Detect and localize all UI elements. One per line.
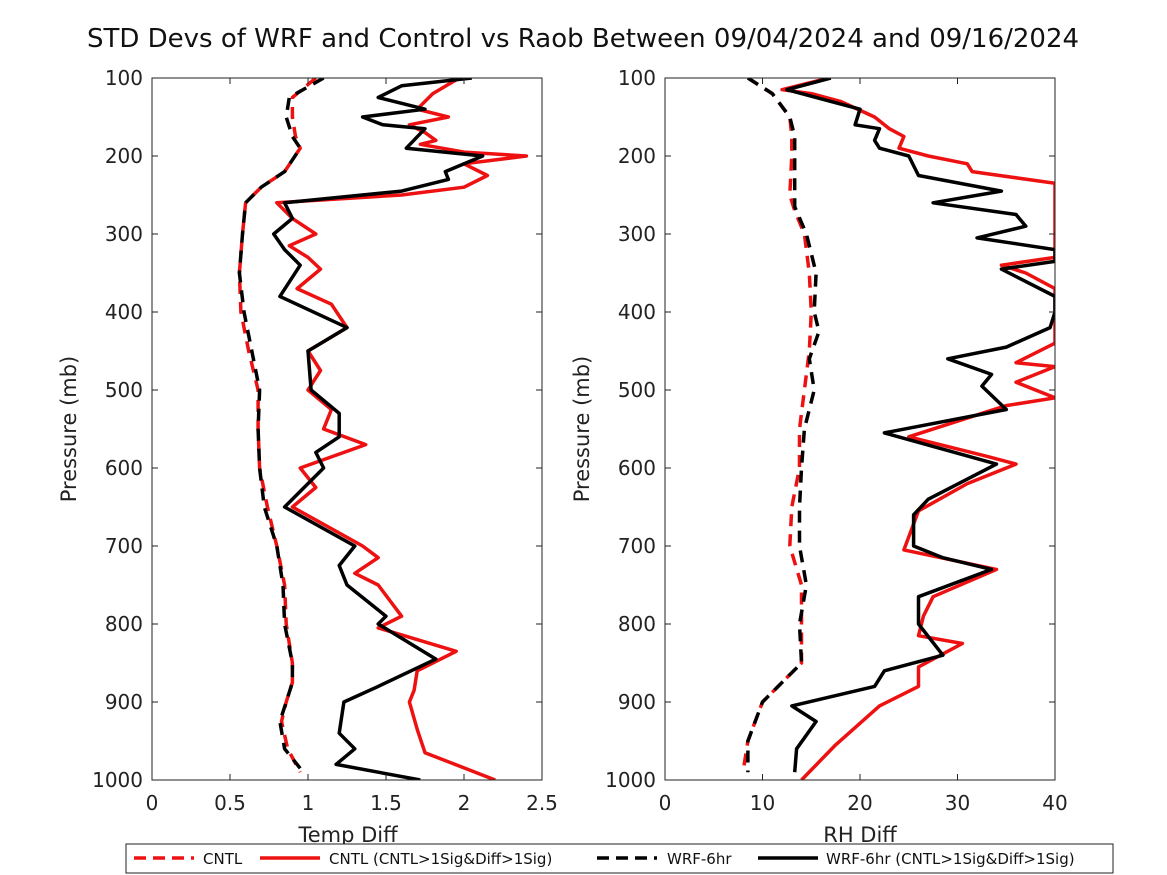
temp-diff-y-tick-label: 1000 xyxy=(92,768,143,792)
rh-diff-series-cntl xyxy=(741,78,814,773)
temp-diff-y-tick-label: 900 xyxy=(105,690,143,714)
rh-diff-y-tick-label: 1000 xyxy=(605,768,656,792)
temp-diff-y-tick-label: 500 xyxy=(105,378,143,402)
temp-diff-x-tick-label: 2.5 xyxy=(526,791,558,815)
temp-diff-x-ticks: 0 0.5 1 1.5 2 2.5 xyxy=(146,78,558,815)
temp-diff-y-tick-label: 700 xyxy=(105,534,143,558)
legend-label-cntl: CNTL xyxy=(203,850,243,868)
legend: CNTL CNTL (CNTL>1Sig&Diff>1Sig) WRF-6hr … xyxy=(125,843,1114,874)
temp-diff-series-wrf xyxy=(237,78,325,770)
temp-diff-x-tick-label: 1 xyxy=(302,791,315,815)
temp-diff-panel: 0 0.5 1 1.5 2 2.5 100 200 300 400 500 600 700 800 900… xyxy=(57,66,558,847)
rh-diff-x-tick-label: 30 xyxy=(945,791,970,815)
legend-entry-cntl: CNTL xyxy=(134,850,243,868)
chart-title: STD Devs of WRF and Control vs Raob Betw… xyxy=(87,24,1079,54)
rh-diff-y-tick-label: 300 xyxy=(618,222,656,246)
temp-diff-y-tick-label: 400 xyxy=(105,300,143,324)
temp-diff-y-tick-label: 300 xyxy=(105,222,143,246)
rh-diff-x-ticks: 0 10 20 30 40 xyxy=(659,78,1068,815)
temp-diff-y-tick-label: 200 xyxy=(105,144,143,168)
rh-diff-y-tick-label: 800 xyxy=(618,612,656,636)
temp-diff-y-tick-label: 100 xyxy=(105,66,143,90)
temp-diff-y-label: Pressure (mb) xyxy=(57,356,81,503)
rh-diff-y-tick-label: 200 xyxy=(618,144,656,168)
rh-diff-panel: 0 10 20 30 40 100200300400500600700800900100… xyxy=(570,66,1068,847)
rh-diff-x-tick-label: 0 xyxy=(659,791,672,815)
rh-diff-axes-box xyxy=(664,77,1056,781)
rh-diff-y-tick-label: 700 xyxy=(618,534,656,558)
temp-diff-series-wrf-sig xyxy=(271,78,485,780)
temp-diff-x-tick-label: 2 xyxy=(458,791,471,815)
temp-diff-x-label: Temp Diff xyxy=(297,823,398,847)
temp-diff-y-tick-label: 800 xyxy=(105,612,143,636)
temp-diff-series-group xyxy=(237,78,529,780)
temp-diff-x-tick-label: 0.5 xyxy=(214,791,246,815)
rh-diff-x-tick-label: 40 xyxy=(1042,791,1067,815)
rh-diff-y-label: Pressure (mb) xyxy=(570,356,594,503)
rh-diff-x-label: RH Diff xyxy=(823,823,897,847)
legend-entry-cntl-sig: CNTL (CNTL>1Sig&Diff>1Sig) xyxy=(260,850,552,868)
temp-diff-series-cntl xyxy=(237,78,317,774)
rh-diff-y-tick-label: 600 xyxy=(618,456,656,480)
legend-label-cntl-sig: CNTL (CNTL>1Sig&Diff>1Sig) xyxy=(329,850,552,868)
legend-label-wrf: WRF-6hr xyxy=(667,850,732,868)
temp-diff-y-ticks: 100 200 300 400 500 600 700 800 900 1000 xyxy=(92,66,542,792)
legend-entry-wrf: WRF-6hr xyxy=(597,850,732,868)
rh-diff-x-tick-label: 10 xyxy=(750,791,775,815)
rh-diff-x-tick-label: 20 xyxy=(847,791,872,815)
rh-diff-y-tick-label: 500 xyxy=(618,378,656,402)
temp-diff-axes-box xyxy=(151,77,543,781)
temp-diff-x-tick-label: 0 xyxy=(146,791,159,815)
rh-diff-y-tick-label: 900 xyxy=(618,690,656,714)
temp-diff-y-tick-label: 600 xyxy=(105,456,143,480)
rh-diff-y-tick-label: 100 xyxy=(618,66,656,90)
rh-diff-series-wrf xyxy=(746,78,821,773)
rh-diff-series-wrf-sig xyxy=(785,78,1055,773)
temp-diff-x-tick-label: 1.5 xyxy=(370,791,402,815)
rh-diff-y-tick-label: 400 xyxy=(618,300,656,324)
legend-entry-wrf-sig: WRF-6hr (CNTL>1Sig&Diff>1Sig) xyxy=(758,850,1075,868)
rh-diff-y-ticks: 100 200 300 400 500 600 700 800 900 1000 xyxy=(605,66,1055,792)
legend-label-wrf-sig: WRF-6hr (CNTL>1Sig&Diff>1Sig) xyxy=(826,850,1075,868)
rh-diff-series-cntl-sig xyxy=(780,78,1055,780)
rh-diff-series-group xyxy=(741,78,1055,780)
